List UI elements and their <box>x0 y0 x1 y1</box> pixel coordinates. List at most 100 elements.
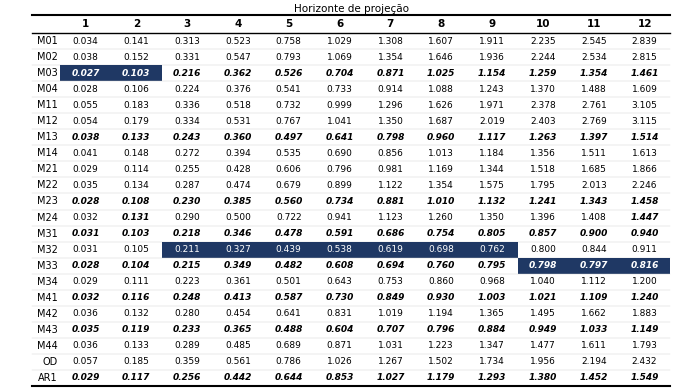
Bar <box>111 65 162 81</box>
Text: 0.028: 0.028 <box>71 261 100 270</box>
Text: 0.029: 0.029 <box>72 277 98 286</box>
Text: 1.169: 1.169 <box>429 165 454 174</box>
Text: 0.028: 0.028 <box>72 85 98 94</box>
Text: 1.296: 1.296 <box>378 101 403 110</box>
Text: 0.035: 0.035 <box>72 181 98 190</box>
Text: 0.148: 0.148 <box>123 149 149 158</box>
Bar <box>213 242 263 258</box>
Text: 1.956: 1.956 <box>530 357 556 366</box>
Text: M14: M14 <box>37 148 58 158</box>
Text: 1.263: 1.263 <box>529 133 557 142</box>
Text: 2.235: 2.235 <box>530 36 556 45</box>
Text: 0.313: 0.313 <box>174 36 200 45</box>
Text: 0.287: 0.287 <box>174 181 200 190</box>
Text: 0.428: 0.428 <box>225 165 250 174</box>
Text: 0.038: 0.038 <box>72 52 98 61</box>
Text: 0.999: 0.999 <box>326 101 353 110</box>
Text: 1.356: 1.356 <box>530 149 556 158</box>
Text: 0.587: 0.587 <box>275 293 303 302</box>
Text: 1: 1 <box>82 19 89 29</box>
Text: 1.019: 1.019 <box>378 309 403 318</box>
Text: 3.115: 3.115 <box>632 117 657 126</box>
Text: 1.223: 1.223 <box>429 341 454 350</box>
Text: 0.289: 0.289 <box>174 341 200 350</box>
Text: 0.385: 0.385 <box>223 197 252 206</box>
Text: 0.394: 0.394 <box>225 149 250 158</box>
Text: 1.354: 1.354 <box>429 181 454 190</box>
Text: 1.308: 1.308 <box>378 36 403 45</box>
Text: 0.036: 0.036 <box>72 341 98 350</box>
Text: 1.609: 1.609 <box>632 85 657 94</box>
Text: 1.408: 1.408 <box>581 213 607 222</box>
Text: 0.796: 0.796 <box>427 325 456 334</box>
Text: 1.293: 1.293 <box>478 373 506 382</box>
Text: 0.732: 0.732 <box>276 101 302 110</box>
Text: 0.131: 0.131 <box>122 213 150 222</box>
Text: OD: OD <box>43 357 58 367</box>
Text: 5: 5 <box>285 19 292 29</box>
Text: 2.839: 2.839 <box>632 36 657 45</box>
Text: 0.111: 0.111 <box>123 277 149 286</box>
Text: M22: M22 <box>37 180 58 190</box>
Text: 0.478: 0.478 <box>275 229 303 238</box>
Text: 6: 6 <box>336 19 343 29</box>
Text: 0.243: 0.243 <box>173 133 201 142</box>
Text: 1.575: 1.575 <box>479 181 505 190</box>
Text: 12: 12 <box>637 19 652 29</box>
Text: 0.900: 0.900 <box>580 229 608 238</box>
Text: 0.413: 0.413 <box>223 293 252 302</box>
Text: 1.866: 1.866 <box>632 165 657 174</box>
Text: 0.327: 0.327 <box>225 245 250 254</box>
Text: M24: M24 <box>37 213 58 222</box>
Text: 1.495: 1.495 <box>530 309 556 318</box>
Text: 0.116: 0.116 <box>122 293 150 302</box>
Text: 0.349: 0.349 <box>223 261 252 270</box>
Bar <box>60 65 111 81</box>
Text: 0.032: 0.032 <box>72 213 98 222</box>
Text: 1.607: 1.607 <box>429 36 454 45</box>
Text: 2.013: 2.013 <box>581 181 607 190</box>
Text: 0.911: 0.911 <box>632 245 657 254</box>
Text: 0.218: 0.218 <box>173 229 201 238</box>
Text: 2.545: 2.545 <box>581 36 607 45</box>
Text: 1.027: 1.027 <box>376 373 405 382</box>
Text: 1.626: 1.626 <box>429 101 454 110</box>
Text: M03: M03 <box>37 68 58 78</box>
Text: 0.336: 0.336 <box>174 101 200 110</box>
Text: 0.360: 0.360 <box>223 133 252 142</box>
Text: 0.103: 0.103 <box>122 68 150 78</box>
Text: M01: M01 <box>37 36 58 46</box>
Text: 0.104: 0.104 <box>122 261 150 270</box>
Text: 1.021: 1.021 <box>529 293 557 302</box>
Text: 1.795: 1.795 <box>530 181 556 190</box>
Text: 0.334: 0.334 <box>174 117 200 126</box>
Text: 1.911: 1.911 <box>479 36 505 45</box>
Text: 0.733: 0.733 <box>326 85 353 94</box>
Text: 1.458: 1.458 <box>630 197 659 206</box>
Text: 0.488: 0.488 <box>275 325 303 334</box>
Text: 4: 4 <box>234 19 242 29</box>
Text: 1.447: 1.447 <box>630 213 659 222</box>
Text: 0.899: 0.899 <box>326 181 353 190</box>
Text: 0.722: 0.722 <box>276 213 301 222</box>
Text: 1.013: 1.013 <box>429 149 454 158</box>
Text: 1.370: 1.370 <box>530 85 556 94</box>
Text: 1.040: 1.040 <box>530 277 556 286</box>
Text: 0.796: 0.796 <box>326 165 353 174</box>
Text: M41: M41 <box>37 293 58 303</box>
Text: 2.815: 2.815 <box>632 52 657 61</box>
Text: M33: M33 <box>37 261 58 271</box>
Text: 2.378: 2.378 <box>530 101 556 110</box>
Text: 1.259: 1.259 <box>529 68 557 78</box>
Text: 0.442: 0.442 <box>223 373 252 382</box>
Text: 0.686: 0.686 <box>376 229 405 238</box>
Text: M02: M02 <box>37 52 58 62</box>
Text: M31: M31 <box>37 229 58 239</box>
Text: 0.698: 0.698 <box>429 245 454 254</box>
Text: 0.331: 0.331 <box>174 52 200 61</box>
Text: 0.183: 0.183 <box>123 101 149 110</box>
Text: 2.534: 2.534 <box>581 52 607 61</box>
Text: 1.793: 1.793 <box>632 341 657 350</box>
Text: 0.844: 0.844 <box>581 245 607 254</box>
Text: 0.604: 0.604 <box>326 325 354 334</box>
